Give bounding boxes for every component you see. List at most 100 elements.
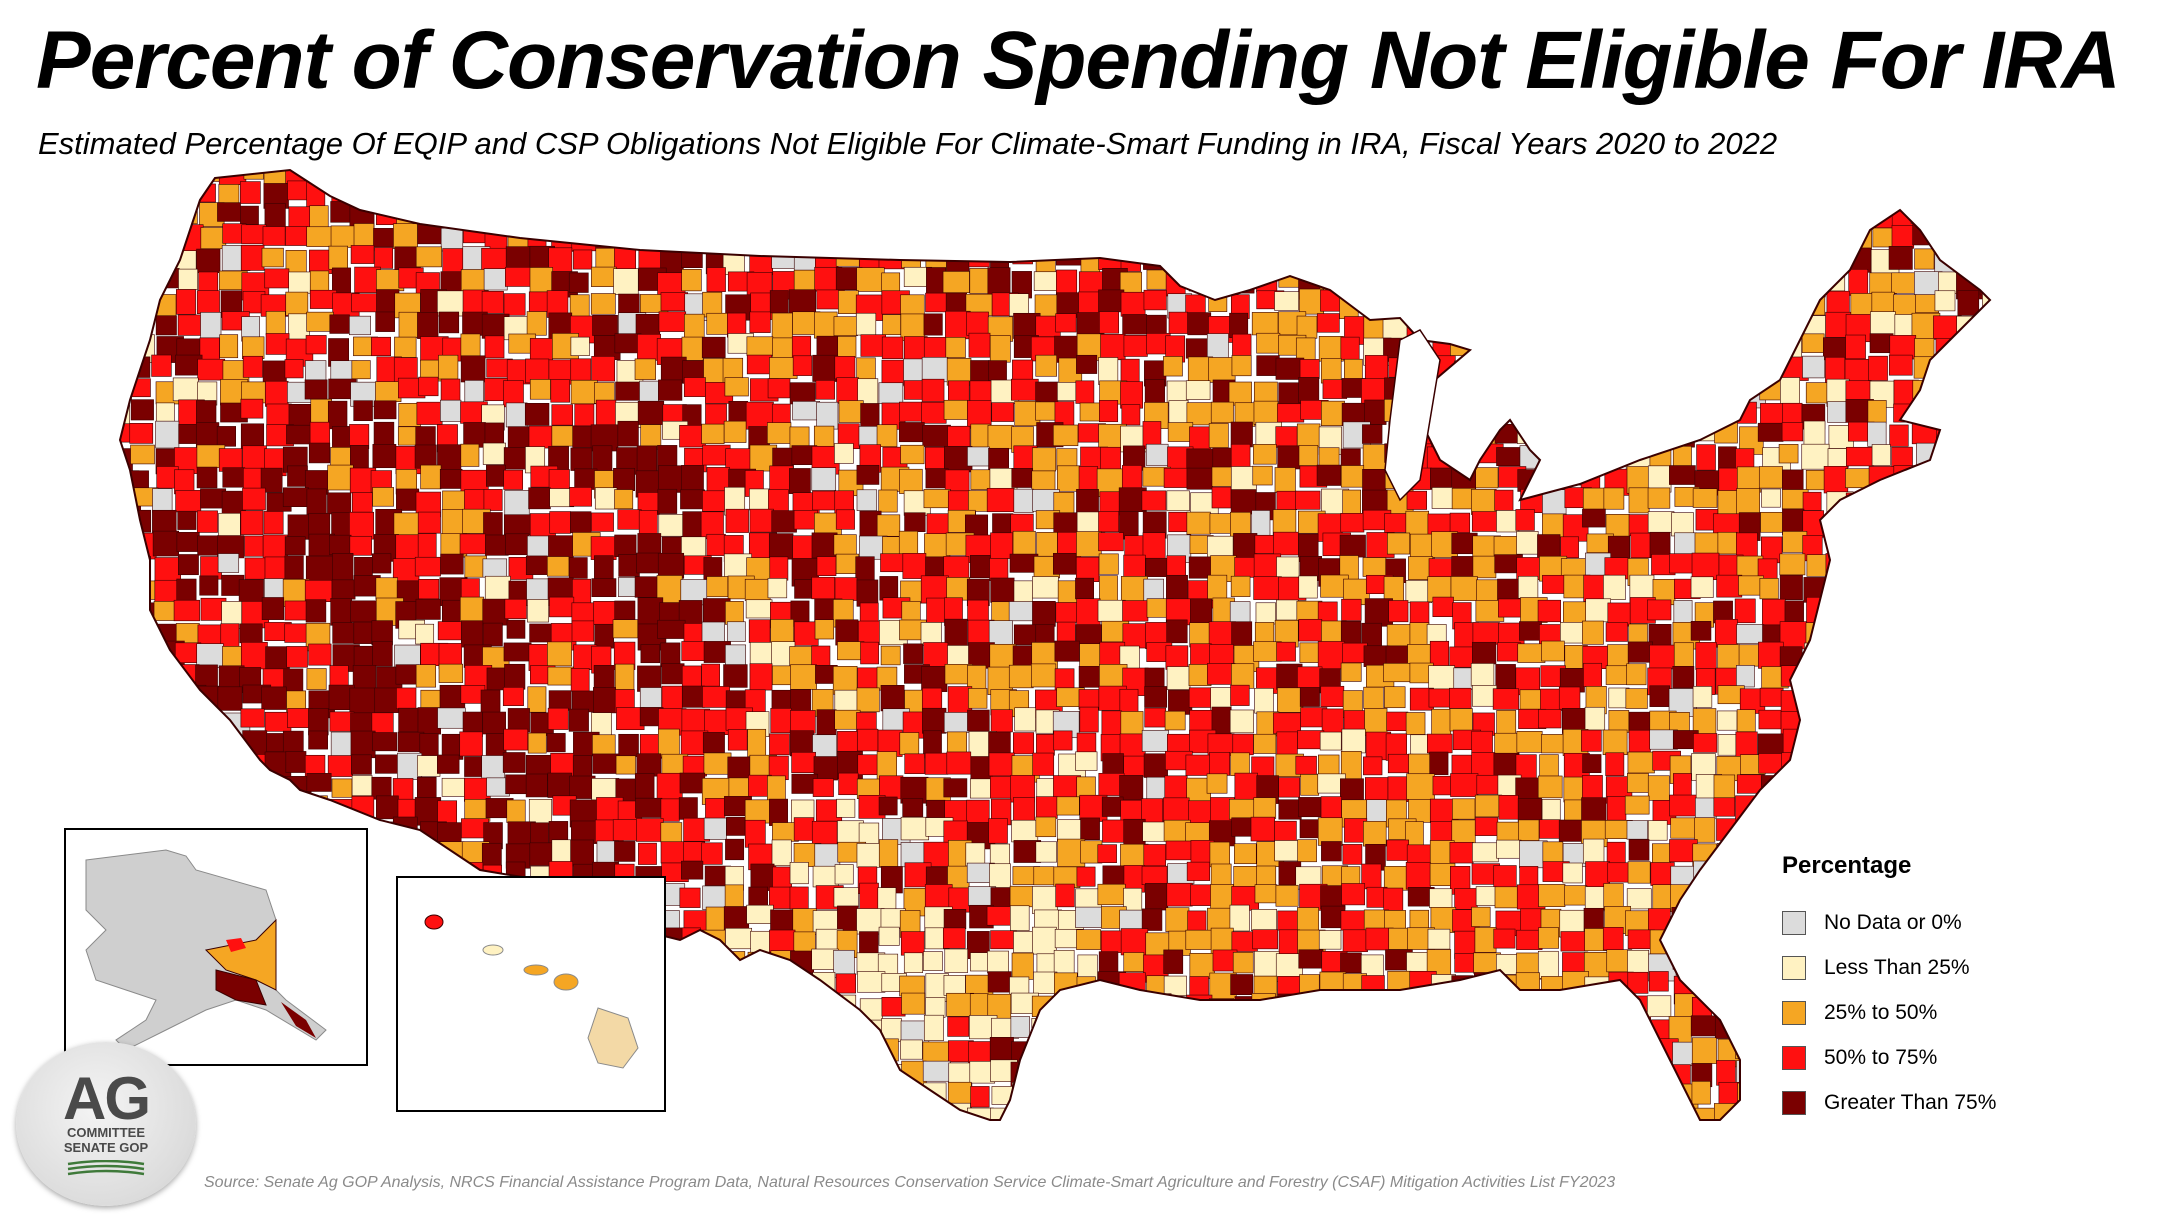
county-cell [612, 619, 639, 639]
county-cell [1824, 643, 1844, 670]
county-cell [1316, 464, 1342, 486]
county-cell [1582, 1019, 1608, 1048]
county-cell [1696, 444, 1716, 471]
county-cell [1473, 425, 1498, 446]
county-cell [1190, 170, 1210, 179]
county-cell [812, 1106, 839, 1120]
county-cell [1828, 513, 1857, 535]
county-cell [287, 465, 308, 487]
county-cell [1189, 622, 1211, 648]
county-cell [1739, 1105, 1760, 1120]
county-cell [1210, 1062, 1231, 1091]
county-cell [239, 623, 263, 644]
county-cell [1321, 170, 1347, 184]
county-cell [856, 579, 879, 607]
county-cell [374, 866, 398, 892]
county-cell [1629, 1106, 1654, 1120]
county-cell [723, 972, 753, 992]
county-cell [440, 553, 464, 575]
county-cell [1518, 183, 1539, 209]
county-cell [1097, 1020, 1121, 1044]
county-cell [881, 1102, 908, 1120]
county-cell [795, 1128, 820, 1149]
county-cell [1696, 291, 1725, 314]
county-cell [966, 311, 989, 336]
county-cell [591, 356, 615, 382]
county-cell [1299, 1081, 1319, 1109]
legend-label: 25% to 50% [1824, 1000, 1938, 1024]
county-cell [396, 488, 420, 511]
county-cell [1428, 182, 1456, 203]
map-legend: Percentage No Data or 0% Less Than 25% 2… [1782, 852, 2042, 1125]
county-cell [1145, 443, 1169, 466]
county-cell [1607, 292, 1630, 312]
county-cell [1849, 598, 1872, 621]
county-cell [1625, 1014, 1647, 1043]
county-cell [1520, 1036, 1549, 1061]
county-cell [547, 182, 575, 210]
county-cell [1278, 777, 1300, 798]
county-cell [1713, 513, 1740, 535]
county-cell [725, 1128, 749, 1153]
county-cell [1958, 336, 1979, 358]
county-cell [749, 311, 771, 333]
county-cell [812, 734, 837, 760]
county-cell [811, 1086, 834, 1107]
county-cell [836, 1086, 861, 1108]
county-cell [924, 224, 945, 251]
county-cell [1430, 467, 1453, 489]
county-cell [1867, 421, 1887, 447]
county-cell [767, 578, 788, 599]
county-cell [1669, 271, 1695, 299]
county-cell [1519, 996, 1542, 1026]
county-cell [1253, 444, 1277, 465]
county-cell [1694, 817, 1716, 843]
county-cell [835, 619, 859, 646]
county-cell [1212, 180, 1238, 204]
county-cell [152, 731, 176, 753]
county-cell [173, 752, 199, 776]
county-cell [503, 469, 524, 490]
county-cell [988, 818, 1008, 844]
county-cell [1649, 644, 1676, 670]
county-cell [595, 399, 617, 427]
county-cell [1624, 311, 1649, 339]
county-cell [285, 1105, 310, 1120]
county-cell [1277, 976, 1302, 996]
county-cell [304, 379, 328, 400]
county-cell [239, 1081, 268, 1109]
county-cell [1145, 883, 1169, 911]
county-cell [1536, 470, 1558, 490]
county-cell [1054, 228, 1077, 251]
big-island [587, 1007, 639, 1069]
county-cell [1035, 841, 1057, 863]
county-cell [726, 621, 746, 642]
county-cell [1893, 774, 1913, 796]
county-cell [1102, 170, 1126, 187]
county-cell [1387, 532, 1411, 555]
county-cell [1804, 752, 1831, 776]
county-cell [1207, 535, 1234, 558]
county-cell [574, 1129, 599, 1151]
county-cell [1782, 267, 1810, 295]
county-cell [835, 246, 860, 267]
county-cell [1628, 356, 1653, 376]
county-cell [1295, 490, 1321, 510]
county-cell [1956, 774, 1982, 796]
county-cell [1492, 170, 1522, 184]
county-cell [790, 689, 811, 714]
county-cell [372, 1130, 390, 1154]
county-cell [1845, 334, 1866, 360]
county-cell [503, 514, 533, 536]
county-cell [965, 204, 994, 231]
county-cell [1933, 444, 1962, 470]
county-cell [483, 489, 503, 511]
county-cell [394, 170, 416, 186]
county-cell [1827, 401, 1847, 423]
county-cell [1274, 170, 1299, 179]
county-cell [1232, 733, 1254, 756]
county-cell [1867, 200, 1896, 229]
county-cell [573, 179, 601, 200]
county-cell [1011, 468, 1034, 488]
county-cell [1914, 734, 1940, 760]
